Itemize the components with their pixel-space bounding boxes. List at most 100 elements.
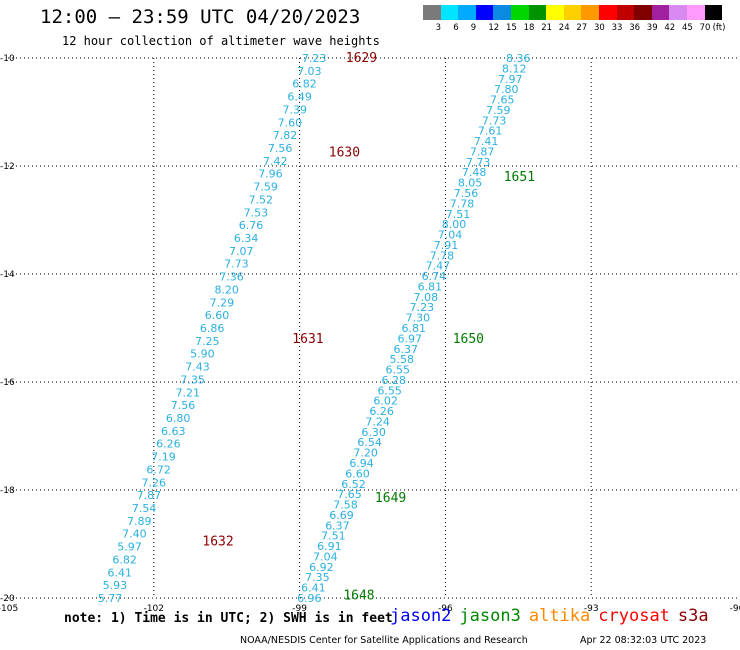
- y-tick-label: -20: [0, 594, 15, 604]
- x-tick-label: -93: [584, 604, 599, 614]
- swh-value: 6.34: [234, 232, 259, 245]
- legend-swatch: [651, 5, 670, 20]
- legend-swatch: [634, 5, 652, 20]
- swh-value: 7.35: [305, 571, 330, 584]
- swh-value: 7.87: [470, 145, 495, 158]
- pass-time-label: 1629: [346, 51, 377, 66]
- swh-value: 7.48: [462, 166, 487, 179]
- legend-label: 6: [453, 23, 459, 33]
- swh-value: 6.60: [345, 467, 370, 480]
- legend-label: 33: [611, 23, 623, 33]
- swh-value: 7.59: [253, 181, 278, 194]
- pass-time-label: 1648: [343, 588, 374, 603]
- legend-swatch: [581, 5, 599, 20]
- swh-value: 5.97: [117, 541, 142, 554]
- swh-value: 6.74: [422, 270, 447, 283]
- swh-value: 6.86: [200, 322, 225, 335]
- x-tick-label: -102: [144, 604, 164, 614]
- swh-value: 7.73: [482, 114, 507, 127]
- swh-value: 6.41: [108, 566, 133, 579]
- y-tick-label: -16: [0, 378, 15, 388]
- x-tick-label: -105: [0, 604, 18, 614]
- legend-label: 39: [646, 23, 658, 33]
- swh-value: 6.41: [301, 582, 326, 595]
- swh-value: 6.92: [309, 561, 334, 574]
- swh-value: 7.80: [494, 83, 519, 96]
- legend-label: 24: [558, 23, 570, 33]
- swh-value: 5.58: [390, 353, 415, 366]
- x-tick-label: -96: [438, 604, 453, 614]
- pass-time-label: 1650: [453, 332, 484, 347]
- swh-value: 7.26: [142, 476, 167, 489]
- swh-value: 6.37: [325, 519, 350, 532]
- swh-value: 7.25: [195, 335, 220, 348]
- swh-value: 6.81: [402, 322, 427, 335]
- swh-value: 7.56: [454, 187, 479, 200]
- legend-label: 15: [506, 23, 517, 33]
- satellite-s3a: s3a: [677, 606, 709, 626]
- satellite-jason3: jason3: [459, 606, 521, 626]
- legend-label: 30: [594, 23, 605, 33]
- swh-value: 7.43: [185, 361, 210, 374]
- swh-value: 7.87: [137, 489, 162, 502]
- legend-label: 21: [541, 23, 553, 33]
- legend-label: 12: [488, 23, 500, 33]
- generated-timestamp: Apr 22 08:32:03 UTC 2023: [580, 635, 707, 646]
- legend-label: 18: [523, 23, 535, 33]
- swh-value: 7.04: [313, 550, 338, 563]
- legend-swatch: [528, 5, 547, 20]
- swh-value: 7.97: [498, 73, 523, 86]
- swh-value: 6.94: [349, 457, 374, 470]
- swh-value: 7.23: [302, 52, 327, 65]
- legend-swatch: [511, 5, 529, 20]
- swh-value: 7.24: [365, 415, 390, 428]
- legend-swatch: [669, 5, 687, 20]
- swh-value: 7.89: [127, 515, 152, 528]
- swh-value: 7.04: [438, 229, 463, 242]
- swh-value: 7.78: [450, 197, 475, 210]
- legend-label: 36: [629, 23, 641, 33]
- swh-value: 6.30: [361, 426, 386, 439]
- swh-value: 7.73: [224, 258, 249, 271]
- swh-value: 7.96: [258, 168, 283, 181]
- swh-value: 6.26: [369, 405, 394, 418]
- pass-time-label: 1649: [375, 491, 406, 506]
- swh-value: 7.21: [176, 386, 201, 399]
- swh-value: 6.52: [341, 478, 366, 491]
- swh-value: 6.49: [287, 91, 312, 104]
- swh-value: 8.36: [506, 52, 531, 65]
- legend-label: 42: [664, 23, 676, 33]
- swh-value: 6.69: [329, 509, 354, 522]
- swh-value: 7.08: [414, 291, 439, 304]
- swh-value: 6.91: [317, 540, 342, 553]
- swh-value: 6.55: [385, 364, 410, 377]
- swh-value: 7.03: [297, 65, 322, 78]
- pass-time-label: 1651: [504, 170, 535, 185]
- swh-value: 7.65: [337, 488, 362, 501]
- swh-value: 7.41: [474, 135, 499, 148]
- swh-value: 7.23: [410, 301, 435, 314]
- swh-value: 6.80: [166, 412, 191, 425]
- swh-value: 5.93: [103, 579, 128, 592]
- pass-time-label: 1630: [329, 146, 360, 161]
- pass-time-label: 1631: [292, 332, 323, 347]
- swh-value: 6.63: [161, 425, 186, 438]
- credit-text: NOAA/NESDIS Center for Satellite Applica…: [240, 635, 528, 646]
- swh-value: 6.02: [373, 395, 398, 408]
- legend-swatch: [599, 5, 617, 20]
- pass-time-label: 1632: [202, 534, 233, 549]
- legend-label: 45: [682, 23, 693, 33]
- swh-value: 6.82: [292, 78, 317, 91]
- swh-value: 7.35: [180, 373, 205, 386]
- swh-value: 7.60: [278, 116, 303, 129]
- y-tick-label: -14: [0, 270, 15, 280]
- legend-swatch: [616, 5, 635, 20]
- swh-value: 7.39: [282, 103, 307, 116]
- legend-swatch: [704, 5, 723, 20]
- swh-value: 6.26: [156, 438, 181, 451]
- swh-value: 7.20: [353, 447, 378, 460]
- legend-label: 27: [576, 23, 588, 33]
- swh-value: 7.54: [132, 502, 157, 515]
